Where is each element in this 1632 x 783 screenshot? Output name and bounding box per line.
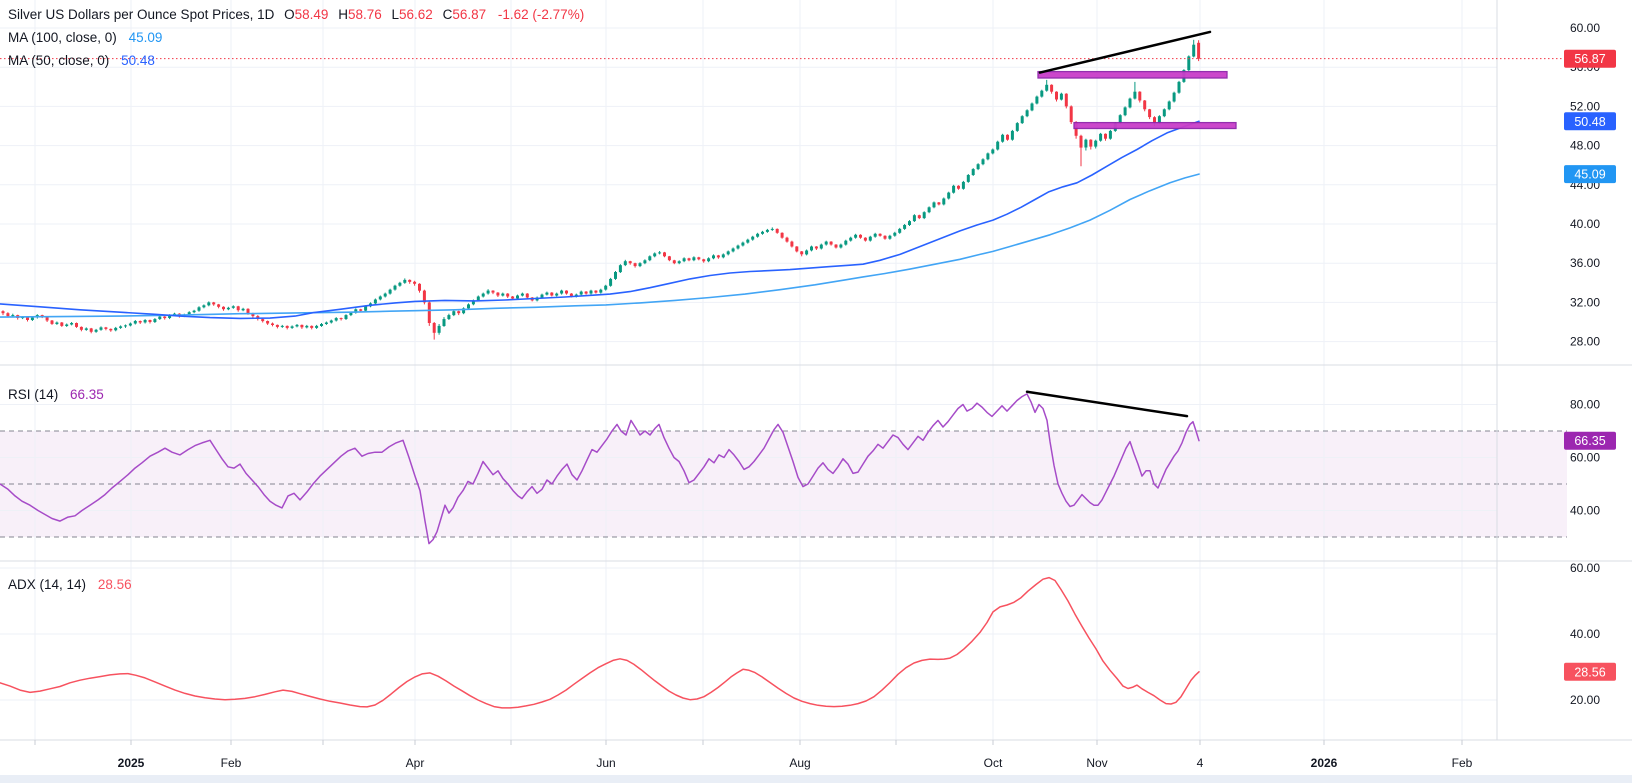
svg-text:32.00: 32.00: [1570, 295, 1600, 309]
svg-text:Feb: Feb: [221, 756, 242, 770]
svg-text:Nov: Nov: [1086, 756, 1107, 770]
svg-text:48.00: 48.00: [1570, 139, 1600, 153]
svg-text:28.56: 28.56: [1574, 665, 1605, 679]
ma50-line: [0, 120, 1200, 320]
svg-text:80.00: 80.00: [1570, 398, 1600, 412]
close-value: 56.87: [452, 7, 487, 22]
symbol-row[interactable]: Silver US Dollars per Ounce Spot Prices,…: [8, 5, 584, 24]
price-trendline[interactable]: [1038, 30, 1212, 74]
svg-text:Aug: Aug: [789, 756, 810, 770]
badge-28.56: [1564, 662, 1616, 681]
rsi-value: 66.35: [70, 387, 104, 402]
svg-text:2026: 2026: [1311, 756, 1338, 770]
badge-56.87: [1564, 49, 1616, 68]
svg-text:40.00: 40.00: [1570, 217, 1600, 231]
badge-50.48: [1564, 112, 1616, 131]
ma50-value: 50.48: [121, 53, 155, 68]
adx-line: [0, 576, 1200, 709]
high-value: 58.76: [347, 7, 382, 22]
high-label: H: [338, 7, 348, 22]
svg-text:45.09: 45.09: [1574, 168, 1605, 182]
candles: [1, 39, 1201, 340]
price-pane-legend: Silver US Dollars per Ounce Spot Prices,…: [8, 5, 584, 74]
badge-66.35: [1564, 431, 1616, 450]
svg-text:Jun: Jun: [596, 756, 615, 770]
adx-label: ADX (14, 14): [8, 577, 87, 592]
svg-text:60.00: 60.00: [1570, 451, 1600, 465]
svg-text:50.48: 50.48: [1574, 115, 1605, 129]
resistance-rect-upper[interactable]: [1037, 70, 1228, 79]
axis-badges: 56.87 50.48 45.09 66.35 28.56: [1564, 49, 1616, 681]
ma100-legend-row[interactable]: MA (100, close, 0) 45.09: [8, 28, 584, 47]
symbol-title: Silver US Dollars per Ounce Spot Prices,…: [8, 7, 275, 22]
ma100-line: [0, 173, 1200, 318]
svg-text:66.35: 66.35: [1574, 434, 1605, 448]
ma100-label: MA (100, close, 0): [8, 30, 117, 45]
ma50-legend-row[interactable]: MA (50, close, 0) 50.48: [8, 51, 584, 70]
rsi-line: [0, 393, 1200, 545]
resistance-rect-lower[interactable]: [1073, 121, 1237, 130]
low-value: 56.62: [399, 7, 433, 22]
adx-value: 28.56: [97, 577, 132, 592]
svg-text:28.00: 28.00: [1570, 335, 1600, 349]
adx-pane-legend[interactable]: ADX (14, 14) 28.56: [8, 575, 132, 594]
svg-text:Oct: Oct: [984, 756, 1003, 770]
svg-text:2025: 2025: [118, 756, 145, 770]
rsi-dashed-levels: [0, 430, 1567, 538]
svg-text:40.00: 40.00: [1570, 627, 1600, 641]
svg-text:40.00: 40.00: [1570, 504, 1600, 518]
badge-45.09: [1564, 165, 1616, 184]
rsi-pane-legend[interactable]: RSI (14) 66.35: [8, 385, 104, 404]
svg-text:20.00: 20.00: [1570, 693, 1600, 707]
svg-text:52.00: 52.00: [1570, 99, 1600, 113]
rsi-label: RSI (14): [8, 387, 59, 402]
open-value: 58.49: [294, 7, 329, 22]
svg-text:60.00: 60.00: [1570, 561, 1600, 575]
close-label: C: [442, 7, 453, 22]
svg-text:Apr: Apr: [406, 756, 425, 770]
time-axis[interactable]: 2025 Feb Apr Jun Aug Oct Nov 4 2026 Feb: [34, 740, 1473, 770]
rsi-trendline[interactable]: [1025, 390, 1189, 418]
ma100-value: 45.09: [128, 30, 163, 45]
low-label: L: [391, 7, 400, 22]
svg-text:Feb: Feb: [1452, 756, 1473, 770]
change-value: -1.62 (-2.77%): [497, 7, 585, 22]
open-label: O: [284, 7, 295, 22]
pane-separators[interactable]: [0, 0, 1632, 741]
svg-text:60.00: 60.00: [1570, 21, 1600, 35]
svg-text:56.87: 56.87: [1574, 52, 1605, 66]
bottom-strip: [0, 775, 1632, 783]
svg-text:4: 4: [1197, 756, 1204, 770]
svg-text:36.00: 36.00: [1570, 256, 1600, 270]
grid: [0, 0, 1497, 740]
ma50-label: MA (50, close, 0): [8, 53, 110, 68]
